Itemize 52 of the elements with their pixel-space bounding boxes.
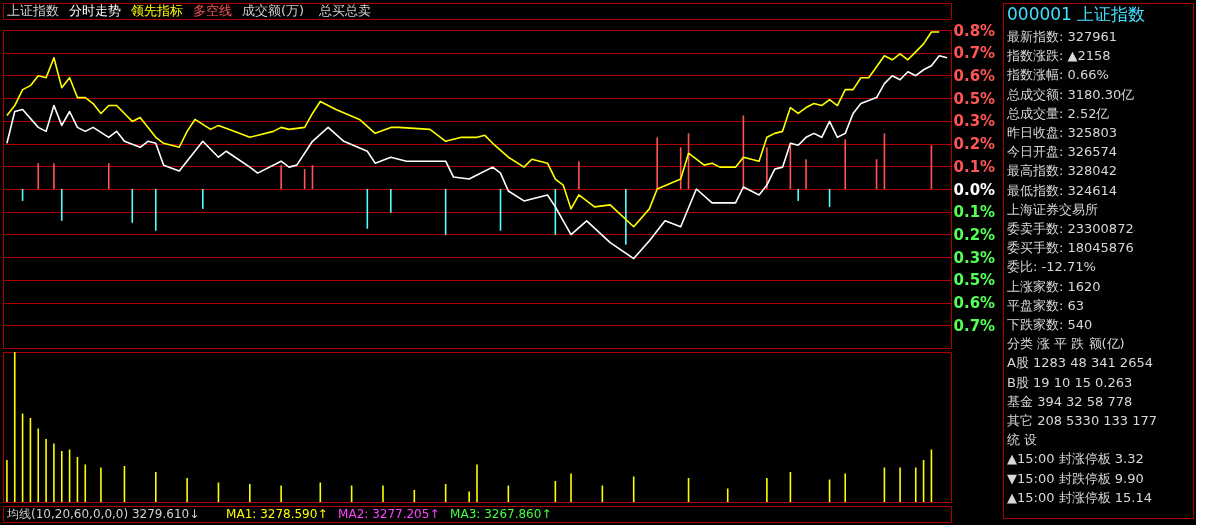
text: 最高指数: 328042 <box>1007 163 1118 179</box>
text: ▲15:00 封涨停板 15.14 <box>1007 489 1152 505</box>
y-tick-label: 0.7% <box>953 44 996 63</box>
text: A股 1283 48 341 2654 <box>1007 355 1153 371</box>
text: 上涨家数: 1620 <box>1007 278 1101 294</box>
text: 指数涨跌: ▲2158 <box>1006 48 1111 64</box>
text: 成交额(万) <box>242 3 305 18</box>
text: 总买总卖 <box>318 3 371 18</box>
text: 均线(10,20,60,0,0,0) 3279.610↓ <box>6 507 200 521</box>
text: 委卖手数: 23300872 <box>1007 221 1134 236</box>
text: 最新指数: 327961 <box>1007 29 1118 44</box>
text: 分类 涨 平 跌 额(亿) <box>1007 336 1125 352</box>
y-tick-label: 0.0% <box>953 180 996 199</box>
y-tick-label: 0.6% <box>953 294 996 313</box>
text: 总成交量: 2.52亿 <box>1006 105 1110 121</box>
y-tick-label: 0.5% <box>953 89 996 108</box>
y-tick-label: 0.7% <box>953 316 996 335</box>
text: 总成交额: 3180.30亿 <box>1006 86 1135 102</box>
text: 上海证券交易所 <box>1007 201 1098 217</box>
text: MA3: 3267.860↑ <box>450 507 552 521</box>
text: ▲15:00 封涨停板 3.32 <box>1007 451 1144 467</box>
y-tick-label: 0.3% <box>953 248 996 267</box>
text: 多空线 <box>193 3 232 18</box>
y-tick-label: 0.6% <box>953 66 996 85</box>
text: 其它 208 5330 133 177 <box>1007 413 1158 428</box>
text: MA2: 3277.205↑ <box>338 507 440 521</box>
text: 统 设 <box>1007 432 1038 448</box>
line-series <box>6 31 941 228</box>
y-tick-label: 0.2% <box>953 135 996 154</box>
y-tick-label: 0.5% <box>953 271 996 290</box>
text: 下跌家数: 540 <box>1007 317 1093 332</box>
text: 平盘家数: 63 <box>1007 297 1085 313</box>
text: 分时走势 <box>69 3 121 18</box>
text: 指数涨幅: 0.66% <box>1006 67 1109 83</box>
y-tick-label: 0.8% <box>953 21 996 40</box>
chart-title: 上证指数 <box>7 3 59 18</box>
line-series <box>6 55 948 260</box>
text: 今日开盘: 326574 <box>1007 144 1118 160</box>
text: B股 19 10 15 0.263 <box>1007 374 1133 390</box>
text: 委买手数: 18045876 <box>1007 240 1134 256</box>
text: 昨日收盘: 325803 <box>1007 125 1118 140</box>
y-tick-label: 0.3% <box>953 112 996 131</box>
y-tick-label: 0.2% <box>953 225 996 244</box>
text: MA1: 3278.590↑ <box>226 507 328 521</box>
text: 000001 上证指数 <box>1007 4 1146 24</box>
text: 最低指数: 324614 <box>1007 182 1118 198</box>
text: 基金 394 32 58 778 <box>1007 393 1133 409</box>
y-tick-label: 0.1% <box>953 157 996 176</box>
y-tick-label: 0.1% <box>953 203 996 222</box>
text: ▼15:00 封跌停板 9.90 <box>1007 470 1144 486</box>
text: 领先指标 <box>131 3 183 18</box>
text: 委比: -12.71% <box>1007 259 1096 275</box>
